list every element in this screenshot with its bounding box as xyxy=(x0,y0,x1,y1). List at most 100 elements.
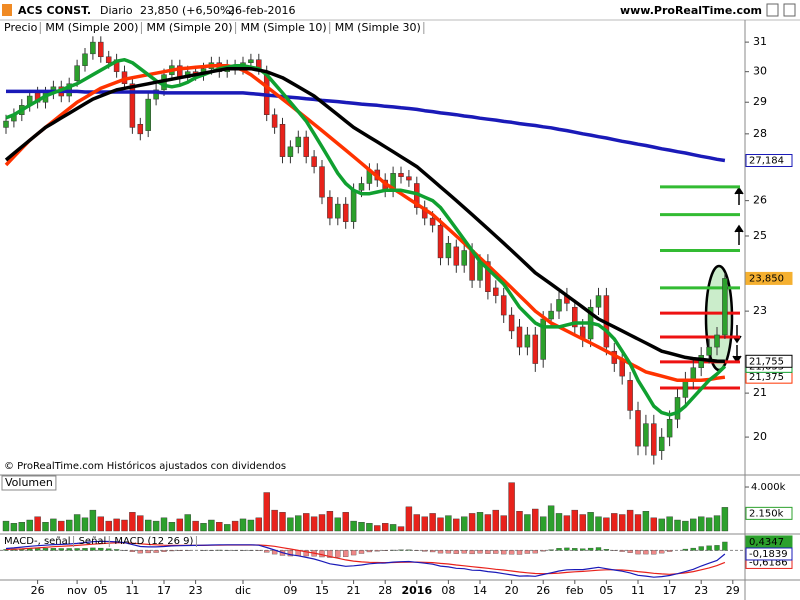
candle-body xyxy=(335,203,341,219)
histogram-bar xyxy=(635,550,641,555)
histogram-bar xyxy=(532,550,538,554)
histogram-bar xyxy=(34,548,41,551)
candle-body xyxy=(690,367,697,381)
candle-body xyxy=(698,355,704,368)
ma-line xyxy=(4,63,726,383)
candle-body xyxy=(311,156,317,167)
volume-bar xyxy=(587,512,594,532)
x-tick-label: 26 xyxy=(536,584,550,597)
volume-bar xyxy=(152,520,160,532)
histogram-bar xyxy=(698,546,704,551)
candle-body xyxy=(643,423,649,447)
volume-bar xyxy=(247,519,255,532)
candle-body xyxy=(532,334,539,364)
candle-body xyxy=(358,183,365,191)
value-label: 21,755 xyxy=(749,356,784,367)
histogram-bar xyxy=(169,550,175,552)
candle-body xyxy=(706,346,712,356)
volume-bar xyxy=(342,512,349,532)
candle-body xyxy=(508,314,515,332)
candle-body xyxy=(350,190,357,222)
candle-body xyxy=(342,203,349,222)
x-tick-label: dic xyxy=(235,584,251,597)
volume-bar xyxy=(97,516,105,532)
volume-bar xyxy=(382,523,389,532)
x-tick-label: 20 xyxy=(505,584,519,597)
volume-bar xyxy=(437,517,444,532)
volume-bar xyxy=(445,515,452,532)
histogram-bar xyxy=(335,550,341,558)
volume-bar xyxy=(255,517,263,532)
histogram-bar xyxy=(66,548,72,551)
candle-body xyxy=(682,380,689,398)
volume-bar xyxy=(713,515,721,532)
volume-bar xyxy=(239,518,247,532)
volume-bar xyxy=(405,506,413,532)
histogram-bar xyxy=(580,548,586,551)
histogram-bar xyxy=(113,549,120,551)
volume-bar xyxy=(563,515,571,532)
histogram-bar xyxy=(374,550,380,552)
volume-bar xyxy=(634,514,642,532)
volume-bar xyxy=(619,514,626,532)
volume-bar xyxy=(137,515,144,532)
volume-bar xyxy=(310,516,318,532)
window-button[interactable] xyxy=(766,3,779,17)
candle-body xyxy=(398,173,404,177)
y-tick-label: 30 xyxy=(753,65,767,78)
y-tick-label: 23 xyxy=(753,304,767,317)
macd-line xyxy=(5,540,726,578)
histogram-bar xyxy=(129,550,136,552)
volume-bar xyxy=(73,514,81,532)
candle-body xyxy=(98,41,104,58)
histogram-bar xyxy=(643,550,649,555)
value-label: 0,4347 xyxy=(749,537,784,548)
value-label: 23,850 xyxy=(749,273,784,284)
volume-bar xyxy=(26,519,33,532)
x-tick-label: 08 xyxy=(441,584,455,597)
close-button[interactable] xyxy=(783,3,796,17)
volume-bar xyxy=(34,516,41,532)
value-label-box xyxy=(745,506,793,520)
volume-bar xyxy=(42,522,49,532)
volume-bar xyxy=(468,513,476,532)
histogram-bar xyxy=(437,550,444,554)
x-tick-label: 14 xyxy=(473,584,487,597)
period: Diario xyxy=(100,4,133,17)
histogram-bar xyxy=(90,547,96,551)
volume-bar xyxy=(200,523,207,532)
candle-body xyxy=(674,397,681,420)
histogram-bar xyxy=(722,541,728,551)
value-label: 21,375 xyxy=(749,372,784,383)
histogram-bar xyxy=(564,547,570,551)
volume-bar xyxy=(121,519,128,532)
y-tick-label: 4.000k xyxy=(751,482,786,493)
ma-line xyxy=(6,89,726,163)
histogram-bar xyxy=(595,547,602,551)
volume-bar xyxy=(579,514,586,532)
histogram-bar xyxy=(350,550,357,556)
volume-bar xyxy=(216,522,223,532)
histogram-bar xyxy=(453,550,459,554)
histogram-bar xyxy=(587,547,594,551)
volume-bar xyxy=(208,519,215,532)
volume-bar xyxy=(642,511,650,532)
histogram-bar xyxy=(714,545,720,551)
legend-entry: MM (Simple 20) xyxy=(146,21,232,34)
candle-body xyxy=(105,56,112,63)
legend-entry: MM (Simple 200) xyxy=(45,21,138,34)
candle-body xyxy=(437,224,444,259)
volume-bar xyxy=(334,517,341,532)
histogram-bar xyxy=(343,550,349,557)
volume-bar xyxy=(571,509,578,532)
volume-bar xyxy=(271,509,278,532)
y-tick-label: 20 xyxy=(753,430,767,443)
legend-entry: Precio xyxy=(4,21,38,34)
histogram-bar xyxy=(287,550,294,557)
histogram-bar xyxy=(485,550,491,554)
volume-bar xyxy=(303,513,310,532)
candle-body xyxy=(74,65,80,81)
candle-body xyxy=(153,89,159,100)
volume-bar xyxy=(461,516,468,532)
